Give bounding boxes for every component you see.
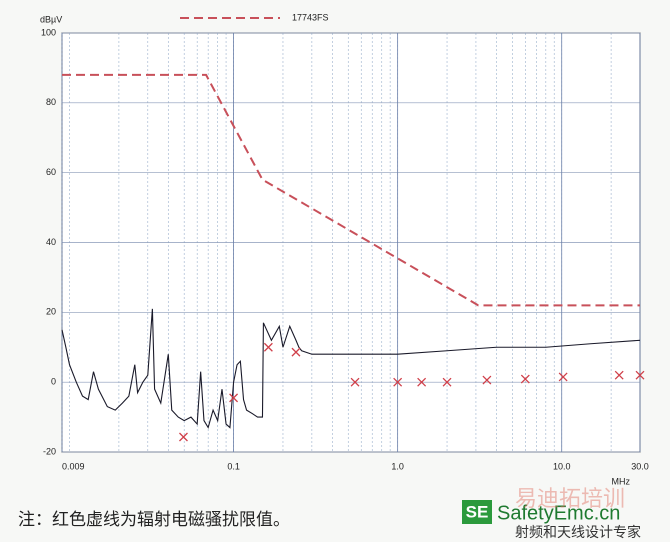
marker	[229, 393, 239, 403]
marker	[291, 347, 301, 357]
marker	[393, 377, 403, 387]
marker	[442, 377, 452, 387]
y-tick-label: 0	[51, 377, 56, 387]
watermark-site: SafetyEmc.cn	[497, 502, 620, 524]
x-tick-label: 0.009	[62, 461, 85, 471]
x-tick-label: 1.0	[391, 461, 404, 471]
marker	[614, 370, 624, 380]
marker	[179, 432, 188, 442]
series-line	[62, 73, 640, 307]
y-tick-label: 80	[46, 97, 56, 107]
marker	[635, 370, 645, 380]
watermark-brand: 易迪拓培训	[515, 487, 625, 512]
series-line	[61, 308, 641, 429]
marker	[417, 377, 427, 387]
marker	[558, 372, 568, 382]
annotation: 注：红色虚线为辐射电磁骚扰限值。	[18, 510, 290, 530]
y-tick-label: 20	[46, 307, 56, 317]
x-tick-label: 0.1	[227, 461, 240, 471]
marker	[482, 375, 492, 385]
marker	[263, 342, 273, 352]
x-unit: MHz	[612, 476, 631, 486]
y-tick-label: 60	[46, 167, 56, 177]
logo-badge	[462, 500, 492, 524]
legend-label: 17743FS	[292, 12, 329, 22]
marker	[520, 374, 530, 384]
y-tick-label: 100	[41, 27, 56, 37]
watermark-tagline: 射频和天线设计专家	[515, 524, 641, 541]
watermark-badge: SE	[466, 502, 489, 521]
y-tick-label: -20	[43, 446, 56, 456]
marker	[350, 377, 360, 387]
x-tick-label: 10.0	[553, 461, 571, 471]
y-unit: dBµV	[40, 14, 62, 24]
x-tick-label: 30.0	[631, 461, 649, 471]
y-tick-label: 40	[46, 237, 56, 247]
